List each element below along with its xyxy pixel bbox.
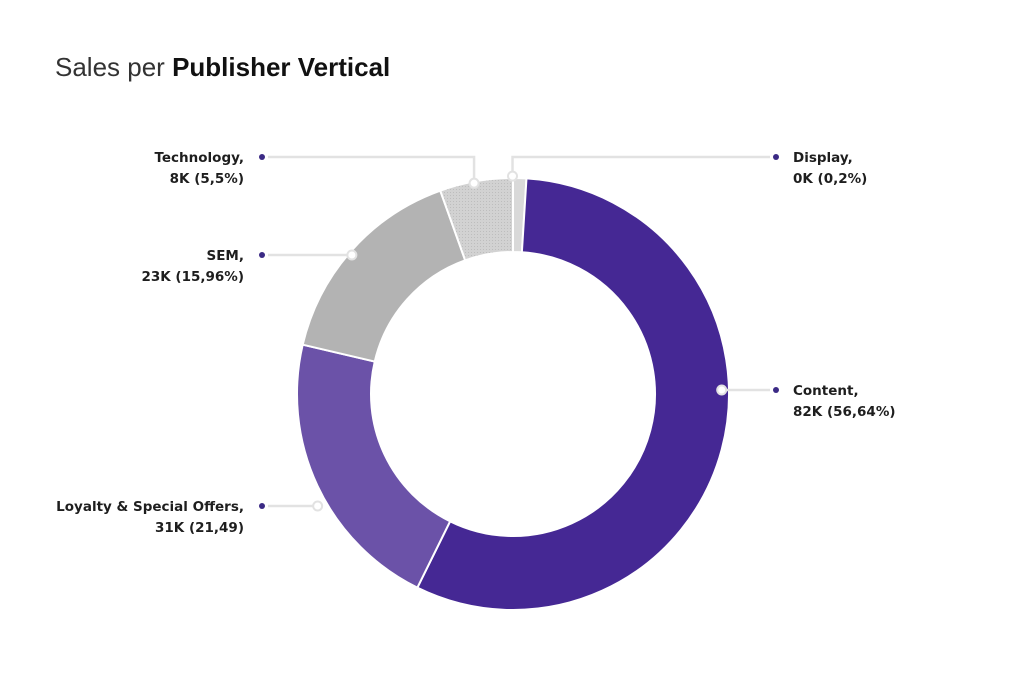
label-marker-display — [773, 154, 779, 160]
slice-label-name: Loyalty & Special Offers, — [56, 499, 244, 515]
chart-title-emphasis: Publisher Vertical — [172, 52, 391, 82]
chart-title-prefix: Sales per — [55, 52, 165, 82]
leader-lines — [259, 154, 779, 512]
donut-slices — [296, 176, 730, 611]
slice-label-value: 0K (0,2%) — [793, 171, 867, 187]
chart-title: Sales per Publisher Vertical — [55, 52, 390, 83]
label-marker-loyalty-and-special-offers — [259, 503, 265, 509]
slice-label-name: Technology, — [154, 150, 244, 166]
slice-label-value: 31K (21,49) — [155, 520, 244, 536]
slice-sem — [301, 189, 467, 363]
slice-label-content: Content, 82K (56,64%) — [793, 383, 896, 420]
leader-anchor-loyalty-and-special-offers — [312, 500, 324, 512]
slice-loyalty-and-special-offers — [296, 343, 452, 590]
leader-anchor-sem — [346, 249, 358, 261]
leader-line-display — [511, 155, 770, 177]
leader-anchor-display — [507, 170, 519, 182]
slice-label-value: 82K (56,64%) — [793, 404, 896, 420]
slice-label-sem: SEM, 23K (15,96%) — [141, 248, 244, 285]
slice-label-display: Display, 0K (0,2%) — [793, 150, 867, 187]
slice-label-name: SEM, — [206, 248, 244, 264]
slice-label-loyalty-and-special-offers: Loyalty & Special Offers, 31K (21,49) — [56, 499, 244, 536]
leader-line-technology — [268, 155, 476, 184]
slice-label-name: Content, — [793, 383, 859, 399]
slice-label-technology: Technology, 8K (5,5%) — [154, 150, 244, 187]
leader-anchor-technology — [468, 177, 480, 189]
label-marker-content — [773, 387, 779, 393]
slice-content — [416, 177, 730, 611]
slice-label-name: Display, — [793, 150, 853, 166]
label-marker-sem — [259, 252, 265, 258]
label-marker-technology — [259, 154, 265, 160]
slice-labels: Display, 0K (0,2%) Content, 82K (56,64%) Loy… — [56, 150, 895, 536]
slice-label-value: 23K (15,96%) — [141, 269, 244, 285]
leader-anchor-content — [716, 384, 728, 396]
slice-label-value: 8K (5,5%) — [170, 171, 244, 187]
